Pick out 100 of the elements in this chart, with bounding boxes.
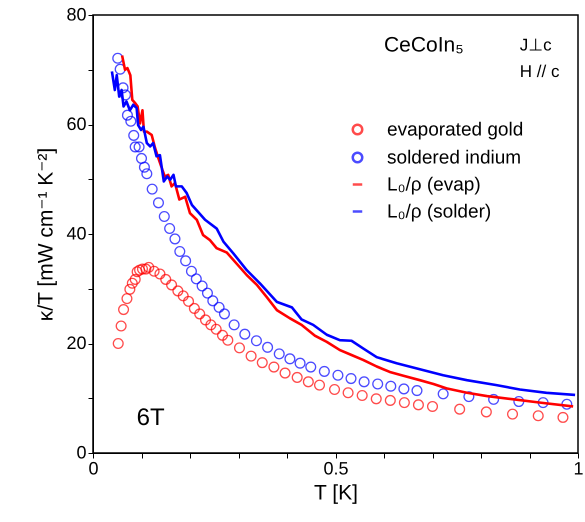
point — [342, 387, 354, 398]
legend-label: evaporated gold — [387, 120, 524, 140]
point — [513, 396, 524, 408]
point — [384, 394, 396, 406]
point — [356, 390, 368, 402]
point — [398, 397, 410, 408]
legend-label: soldered indium — [387, 148, 522, 168]
point — [183, 296, 194, 307]
annotation: 6T — [136, 404, 165, 431]
point — [294, 358, 306, 369]
point — [164, 223, 176, 234]
point — [329, 384, 340, 396]
point — [222, 334, 234, 346]
point — [246, 350, 257, 362]
point — [118, 304, 130, 316]
point — [134, 264, 146, 276]
x-tick-label: 1 — [573, 458, 584, 478]
point — [250, 335, 262, 346]
x-tick-label: 0 — [88, 458, 99, 478]
point — [507, 408, 518, 420]
point — [200, 314, 212, 326]
legend-label: L₀/ρ (solder) — [387, 202, 492, 222]
point — [174, 246, 186, 258]
point — [318, 366, 330, 377]
point — [118, 82, 129, 94]
point — [124, 284, 136, 295]
point — [188, 302, 200, 314]
point — [136, 264, 148, 275]
point — [158, 210, 170, 222]
point — [152, 197, 164, 208]
annotation: J⊥c — [520, 36, 552, 55]
point — [370, 393, 382, 404]
point — [274, 348, 285, 360]
point — [146, 184, 158, 195]
point — [284, 353, 296, 364]
point — [345, 373, 357, 384]
point — [207, 295, 218, 306]
point — [160, 274, 172, 285]
point — [372, 378, 384, 390]
point — [172, 285, 184, 296]
point — [121, 293, 132, 304]
point — [210, 324, 222, 335]
y-tick-label: 20 — [66, 333, 86, 353]
point — [454, 404, 466, 415]
point — [256, 357, 268, 368]
point — [228, 319, 240, 330]
y-tick-label: 80 — [66, 4, 86, 24]
point — [292, 372, 303, 383]
x-tick-label: 0.5 — [323, 458, 349, 478]
annotation: H // c — [520, 62, 560, 81]
annotation: CeCoIn₅ — [384, 34, 464, 57]
point — [411, 385, 423, 396]
point — [130, 141, 141, 152]
point — [143, 262, 154, 273]
point — [169, 233, 180, 244]
point — [426, 400, 438, 412]
point — [130, 274, 141, 285]
point — [180, 255, 192, 266]
point — [463, 391, 474, 402]
point — [532, 410, 544, 422]
point — [134, 141, 145, 152]
point — [480, 406, 492, 418]
point — [305, 362, 316, 373]
point — [438, 388, 449, 400]
point — [154, 268, 166, 280]
y-tick-label: 0 — [76, 442, 86, 462]
point — [126, 278, 138, 289]
point — [178, 290, 189, 302]
point — [196, 280, 208, 292]
point — [314, 380, 326, 391]
point — [138, 162, 150, 173]
point — [412, 399, 424, 410]
point — [398, 383, 410, 394]
point — [140, 264, 152, 275]
point — [234, 342, 245, 354]
x-axis-title: T [K] — [314, 482, 358, 504]
point — [136, 152, 148, 164]
point — [538, 397, 549, 408]
point — [141, 168, 152, 180]
point — [194, 308, 206, 320]
point — [116, 320, 127, 332]
point — [202, 288, 213, 299]
point — [302, 376, 314, 388]
point — [239, 328, 250, 340]
point — [132, 266, 143, 278]
point — [262, 342, 274, 353]
y-tick-label: 60 — [66, 114, 86, 134]
point — [268, 362, 280, 373]
point — [214, 302, 225, 313]
legend-label: L₀/ρ (evap) — [387, 174, 481, 196]
point — [128, 130, 140, 141]
point — [216, 330, 228, 341]
point — [205, 319, 216, 330]
point — [125, 116, 136, 127]
point — [120, 89, 132, 100]
y-axis-title: κ/T [mW cm⁻¹ K⁻²] — [34, 148, 58, 322]
point — [358, 376, 370, 388]
point — [557, 412, 568, 423]
point — [488, 394, 500, 405]
point — [561, 398, 572, 410]
